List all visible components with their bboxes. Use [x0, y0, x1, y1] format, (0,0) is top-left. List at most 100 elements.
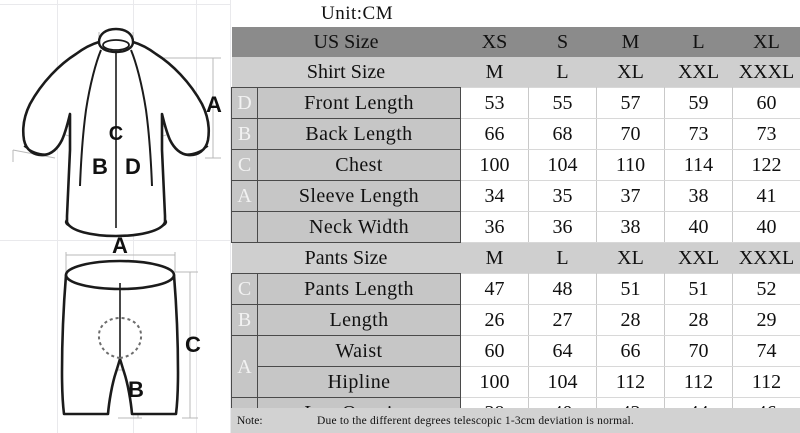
shirt-size-1: L — [528, 57, 597, 88]
row-value: 37 — [596, 180, 665, 212]
table-row: Hipline 100 104 112 112 112 — [232, 366, 800, 398]
row-letter: C — [231, 273, 258, 305]
row-value: 104 — [528, 366, 597, 398]
row-value: 38 — [664, 180, 733, 212]
pants-size-1: L — [528, 242, 597, 274]
row-value: 110 — [596, 149, 665, 181]
row-value: 73 — [732, 118, 800, 150]
shirt-size-label: Shirt Size — [231, 57, 461, 88]
row-letter: A — [231, 335, 258, 398]
row-value: 53 — [460, 87, 529, 119]
row-name: Front Length — [257, 87, 461, 119]
shirt-size-header-row: Shirt Size M L XL XXL XXXL — [231, 57, 800, 88]
row-value: 68 — [528, 118, 597, 150]
row-letter: A — [231, 180, 258, 212]
us-size-xl: XL — [732, 27, 800, 57]
row-value: 66 — [460, 118, 529, 150]
row-value: 55 — [528, 87, 597, 119]
jersey-illustration: A B C D — [12, 27, 222, 238]
row-name: Chest — [257, 149, 461, 181]
unit-label: Unit:CM — [231, 0, 800, 27]
shorts-label-c: C — [185, 332, 201, 357]
shorts-illustration: A B C — [60, 233, 201, 419]
jersey-label-b: B — [92, 154, 108, 179]
row-value: 112 — [664, 366, 733, 398]
row-value: 40 — [664, 211, 733, 243]
row-name: Hipline — [257, 366, 461, 398]
jersey-label-d: D — [125, 154, 141, 179]
pants-size-4: XXXL — [732, 242, 800, 274]
row-value: 57 — [596, 87, 665, 119]
row-letter: B — [231, 304, 258, 336]
shorts-label-b: B — [128, 377, 144, 402]
row-name: Length — [257, 304, 461, 336]
row-value: 70 — [664, 335, 733, 367]
row-value: 27 — [528, 304, 597, 336]
row-letter: C — [231, 149, 258, 181]
row-value: 52 — [732, 273, 800, 305]
us-size-xs: XS — [460, 27, 529, 57]
size-table-panel: Unit:CM US Size XS S M L XL Shirt Size — [231, 0, 800, 433]
row-value: 47 — [460, 273, 529, 305]
row-value: 60 — [732, 87, 800, 119]
shirt-size-3: XXL — [664, 57, 733, 88]
row-value: 36 — [528, 211, 597, 243]
row-value: 35 — [528, 180, 597, 212]
row-value: 112 — [596, 366, 665, 398]
shirt-size-0: M — [460, 57, 529, 88]
pants-size-2: XL — [596, 242, 665, 274]
jersey-label-c: C — [109, 123, 123, 145]
row-value: 29 — [732, 304, 800, 336]
row-letter — [231, 211, 258, 243]
note-row: Note: Due to the different degrees teles… — [231, 408, 800, 433]
row-value: 70 — [596, 118, 665, 150]
row-value: 100 — [460, 149, 529, 181]
table-row: Neck Width 36 36 38 40 40 — [231, 211, 800, 243]
row-value: 40 — [732, 211, 800, 243]
row-letter: D — [231, 87, 258, 119]
pants-size-header-row: Pants Size M L XL XXL XXXL — [231, 242, 800, 274]
row-value: 74 — [732, 335, 800, 367]
note-label: Note: — [237, 414, 263, 427]
us-size-s: S — [528, 27, 597, 57]
shirt-size-4: XXXL — [732, 57, 800, 88]
row-value: 34 — [460, 180, 529, 212]
pants-size-3: XXL — [664, 242, 733, 274]
table-row: C Chest 100 104 110 114 122 — [231, 149, 800, 181]
row-name: Neck Width — [257, 211, 461, 243]
row-value: 28 — [596, 304, 665, 336]
row-value: 114 — [664, 149, 733, 181]
row-name: Waist — [257, 335, 461, 367]
table-row: A Sleeve Length 34 35 37 38 41 — [231, 180, 800, 212]
row-value: 51 — [596, 273, 665, 305]
row-value: 112 — [732, 366, 800, 398]
row-value: 36 — [460, 211, 529, 243]
row-value: 104 — [528, 149, 597, 181]
shorts-label-a: A — [112, 233, 128, 258]
table-row: D Front Length 53 55 57 59 60 — [231, 87, 800, 119]
table-row: B Back Length 66 68 70 73 73 — [231, 118, 800, 150]
table-row: C Pants Length 47 48 51 51 52 — [231, 273, 800, 305]
us-size-header-row: US Size XS S M L XL — [231, 27, 800, 57]
pants-size-0: M — [460, 242, 529, 274]
row-value: 66 — [596, 335, 665, 367]
row-value: 100 — [460, 366, 529, 398]
garment-illustrations: A B C D — [0, 0, 231, 433]
size-table: US Size XS S M L XL Shirt Size M L XL XX… — [231, 27, 800, 429]
jersey-label-a: A — [206, 92, 222, 117]
table-row: A Waist 60 64 66 70 74 — [231, 335, 800, 398]
row-name: Back Length — [257, 118, 461, 150]
shirt-size-2: XL — [596, 57, 665, 88]
row-value: 51 — [664, 273, 733, 305]
row-name: Sleeve Length — [257, 180, 461, 212]
row-value: 73 — [664, 118, 733, 150]
row-value: 64 — [528, 335, 597, 367]
row-value: 48 — [528, 273, 597, 305]
row-value: 41 — [732, 180, 800, 212]
row-value: 59 — [664, 87, 733, 119]
us-size-l: L — [664, 27, 733, 57]
row-value: 122 — [732, 149, 800, 181]
row-value: 38 — [596, 211, 665, 243]
row-value: 28 — [664, 304, 733, 336]
